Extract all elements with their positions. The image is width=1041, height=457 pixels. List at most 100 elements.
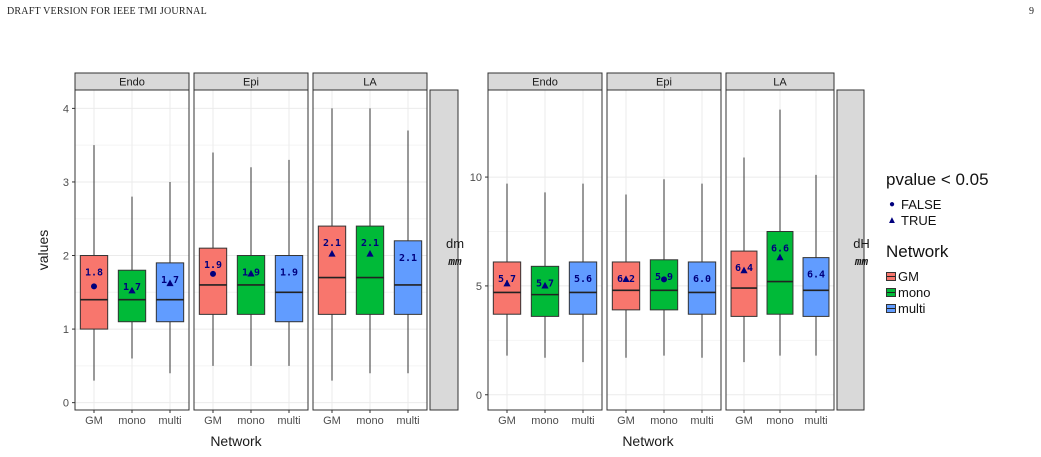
mean-marker-triangle bbox=[366, 250, 374, 257]
box-iqr bbox=[198, 247, 228, 315]
x-tick-label: GM bbox=[617, 415, 635, 427]
mean-marker-circle bbox=[210, 270, 216, 277]
facet-strip-label: Endo bbox=[532, 77, 558, 89]
mean-label: 2.1 bbox=[361, 238, 379, 249]
box-iqr bbox=[317, 225, 347, 315]
legend-pvalue-false: ● FALSE bbox=[886, 196, 989, 212]
mean-marker-triangle bbox=[622, 275, 630, 282]
facet-strip-label: LA bbox=[363, 77, 377, 89]
facet-strip bbox=[725, 72, 835, 91]
mean-label: 1.9 bbox=[280, 268, 298, 279]
legend-pvalue-false-label: FALSE bbox=[901, 196, 942, 212]
box-endo-multi: 5.6 bbox=[568, 183, 598, 363]
x-tick-label: multi bbox=[804, 415, 827, 427]
x-tick-label: mono bbox=[237, 415, 265, 427]
gm-swatch-icon bbox=[886, 271, 896, 281]
box-iqr bbox=[274, 255, 304, 323]
x-tick-label: multi bbox=[158, 415, 181, 427]
mean-marker-circle bbox=[661, 276, 667, 283]
legend-network-mono: mono bbox=[886, 284, 989, 300]
x-tick-label: GM bbox=[85, 415, 103, 427]
facet-strip bbox=[74, 72, 190, 91]
y-tick-label: 3 bbox=[63, 177, 69, 189]
facet-panel-endo: Endo 5.7 GM 5.7 mono 5.6 multi bbox=[487, 72, 603, 427]
multi-swatch-icon bbox=[886, 303, 896, 313]
legend-network-multi: multi bbox=[886, 300, 989, 316]
metric-strip-label: dm bbox=[446, 236, 464, 251]
box-iqr bbox=[730, 250, 758, 317]
mean-marker-triangle bbox=[128, 286, 136, 294]
box-iqr bbox=[802, 257, 830, 317]
y-tick-label: 10 bbox=[470, 172, 482, 184]
metric-strip bbox=[429, 89, 459, 411]
mean-label: 6.4 bbox=[807, 270, 825, 281]
facet-strip-label: LA bbox=[773, 77, 787, 89]
unit-strip-label: mm bbox=[447, 255, 462, 268]
metric-strip bbox=[836, 89, 865, 411]
facet-panel-epi: Epi 1.9 GM 1.9 mono 1.9 multi bbox=[193, 72, 309, 427]
facet-strip-label: Endo bbox=[119, 77, 145, 89]
mean-marker-triangle bbox=[328, 250, 336, 257]
x-tick-label: mono bbox=[356, 415, 384, 427]
mean-label: 6.6 bbox=[771, 243, 789, 254]
x-tick-label: GM bbox=[323, 415, 341, 427]
mean-marker-triangle bbox=[740, 266, 748, 274]
box-endo-mono: 1.7 bbox=[117, 196, 147, 359]
y-tick-label: 4 bbox=[63, 103, 69, 115]
y-tick-label: 1 bbox=[63, 324, 69, 336]
mean-label: 1.9 bbox=[204, 260, 222, 271]
box-endo-gm: 5.7 bbox=[492, 183, 522, 356]
box-epi-mono: 1.9 bbox=[236, 167, 266, 366]
x-tick-label: multi bbox=[571, 415, 594, 427]
box-iqr bbox=[79, 255, 109, 330]
box-iqr bbox=[492, 261, 522, 315]
facet-strip bbox=[487, 72, 603, 91]
mean-label: 6.0 bbox=[693, 274, 711, 285]
mean-label: 2.1 bbox=[399, 253, 417, 264]
legend-network-title: Network bbox=[886, 242, 949, 261]
y-tick-label: 0 bbox=[63, 398, 69, 410]
box-epi-mono: 5.9 bbox=[649, 179, 679, 356]
legend-network-mono-label: mono bbox=[898, 284, 931, 300]
x-axis-title: Network bbox=[622, 433, 674, 449]
running-head: DRAFT VERSION FOR IEEE TMI JOURNAL bbox=[7, 6, 207, 17]
mono-swatch-icon bbox=[886, 287, 896, 297]
mean-label: 5.6 bbox=[574, 274, 592, 285]
page-number: 9 bbox=[1029, 6, 1034, 17]
box-la-multi: 6.4 bbox=[802, 174, 830, 356]
chart-0: Endo 1.8 GM 1.7 mono 1.7 multi Epi 1.9 GM 1.9 mono 1… bbox=[35, 72, 464, 449]
facet-strip bbox=[312, 72, 428, 91]
legend-network-multi-label: multi bbox=[898, 300, 926, 316]
x-tick-label: mono bbox=[650, 415, 678, 427]
box-iqr bbox=[611, 261, 641, 311]
mean-label: 5.7 bbox=[498, 274, 516, 285]
facet-strip-label: Epi bbox=[656, 77, 672, 89]
x-tick-label: multi bbox=[396, 415, 419, 427]
box-endo-gm: 1.8 bbox=[79, 145, 109, 381]
mean-marker-triangle bbox=[776, 253, 784, 261]
box-iqr bbox=[355, 225, 385, 315]
box-iqr bbox=[117, 269, 147, 323]
facet-panel-epi: Epi 6.2 GM 5.9 mono 6.0 multi bbox=[606, 72, 722, 427]
mean-marker-triangle bbox=[247, 269, 255, 277]
x-tick-label: GM bbox=[735, 415, 753, 427]
legend-pvalue-true-label: TRUE bbox=[901, 212, 937, 228]
legend-pvalue-title: pvalue < 0.05 bbox=[886, 170, 989, 189]
box-la-mono: 2.1 bbox=[355, 108, 385, 374]
box-iqr bbox=[530, 265, 560, 317]
box-iqr bbox=[393, 240, 423, 315]
chart-1: Endo 5.7 GM 5.7 mono 5.6 multi Epi 6.2 GM 5.9 mono 6… bbox=[470, 72, 870, 449]
mean-marker-triangle bbox=[166, 279, 174, 287]
unit-strip-label: mm bbox=[854, 255, 869, 268]
box-la-gm: 6.4 bbox=[730, 157, 758, 363]
box-iqr bbox=[649, 259, 679, 311]
legend-network-gm-label: GM bbox=[898, 268, 919, 284]
box-epi-gm: 6.2 bbox=[611, 194, 641, 358]
mean-marker-triangle bbox=[541, 281, 549, 289]
facet-panel-la: LA 2.1 GM 2.1 mono 2.1 multi bbox=[312, 72, 428, 427]
mean-label: 2.1 bbox=[323, 238, 341, 249]
box-epi-gm: 1.9 bbox=[198, 152, 228, 366]
x-tick-label: mono bbox=[766, 415, 794, 427]
facet-panel-endo: Endo 1.8 GM 1.7 mono 1.7 multi bbox=[74, 72, 190, 427]
